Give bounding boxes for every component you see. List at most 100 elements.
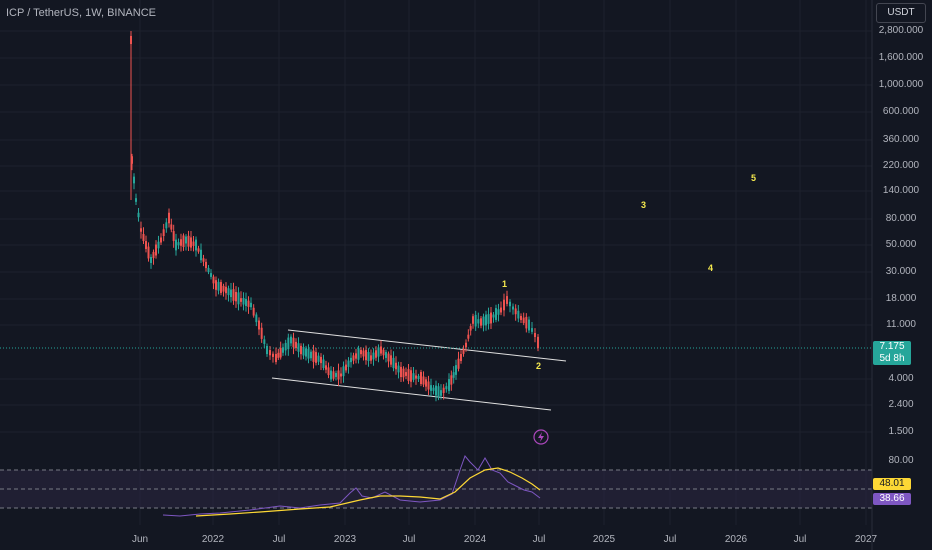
candle-body [247,300,250,307]
candle-body [385,352,387,358]
candle-body [282,347,284,353]
candle-body [370,355,372,361]
time-axis-label: 2026 [724,534,748,545]
candle-body [435,385,437,396]
price-axis-label: 1,600.000 [878,52,924,63]
candle-body [375,350,377,358]
candle-body [240,298,242,302]
candle-body [182,235,185,248]
candle-body [185,236,187,244]
rsi-value: 38.66 [873,493,911,505]
candle-body [412,373,415,380]
candle-body [131,156,133,164]
candle-body [307,348,310,359]
candle-body [390,355,392,365]
candle-body [255,314,258,323]
candle-body [197,248,200,252]
candle-body [157,241,160,249]
candle-body [207,267,210,273]
candle-body [402,368,405,378]
candle-body [465,342,467,348]
symbol-title: ICP / TetherUS, 1W, BINANCE [6,7,156,19]
candle-body [258,320,260,330]
candle-body [537,336,539,349]
time-axis-label: Jul [272,534,286,545]
candle-body [279,347,282,358]
price-axis-label: 360.000 [882,134,920,145]
candle-body [135,198,137,202]
time-axis-label: Jul [663,534,677,545]
candle-body [509,301,511,307]
candle-body [250,302,252,308]
channel-lower-line[interactable] [271,377,552,411]
candle-body [322,359,325,369]
candle-body [469,326,472,331]
candle-body [345,364,347,371]
candle-body [442,387,445,393]
candle-body [417,375,420,380]
candle-body [495,308,497,320]
candle-body [503,299,505,311]
candle-body [480,318,482,326]
candle-body [165,222,168,229]
candle-body [177,242,180,246]
candle-body [187,235,190,247]
candle-body [506,296,508,304]
candle-body [407,369,410,381]
current-price-value: 7.175 [879,341,905,352]
time-axis-label: 2022 [201,534,225,545]
candle-body [452,372,455,378]
price-axis-label: 140.000 [882,185,920,196]
candle-body [297,343,300,352]
rsi-ma-line [195,467,541,517]
time-axis-label: 2024 [463,534,487,545]
candle-body [235,292,237,302]
candle-body [531,328,533,332]
candle-body [425,379,427,387]
candle-body [225,286,227,294]
candle-body [437,386,440,398]
wave-label-4: 4 [708,263,714,273]
candle-body [175,239,177,251]
candle-body [295,341,297,349]
candle-body [512,306,514,310]
candle-body [330,370,332,380]
candle-body [410,370,412,382]
candle-body [360,349,362,355]
price-axis-label: 4.000 [888,373,914,384]
candle-body [380,346,382,354]
candle-body [432,387,435,391]
candle-body [440,390,442,396]
candle-body [522,317,525,324]
candle-body [222,285,225,292]
channel-upper-line[interactable] [287,329,567,362]
candle-body [190,237,192,248]
candle-body [312,350,315,362]
wave-label-1: 1 [502,279,508,289]
candle-body [492,314,495,318]
candle-body [332,371,335,379]
candle-body [210,273,212,277]
candle-body [327,367,330,376]
candle-body [245,299,247,306]
candle-body [474,314,477,327]
flash-event-icon[interactable] [533,429,549,445]
candle-body [305,348,307,357]
candle-body [275,354,277,362]
candle-body [467,334,470,339]
time-axis-label: Jun [131,534,149,545]
candle-body [152,251,155,259]
price-axis-label: 50.000 [885,239,917,250]
candle-body [392,357,395,369]
price-axis-label: 2.400 [888,399,914,410]
currency-button[interactable]: USDT [876,3,926,23]
candle-body [337,370,340,380]
candle-body [355,353,357,359]
flash-bolt-icon [538,432,544,442]
candle-body [263,339,266,344]
candle-body [205,261,207,269]
chart-grid [0,0,872,525]
wave-label-2: 2 [536,361,542,371]
candle-body [230,289,232,298]
